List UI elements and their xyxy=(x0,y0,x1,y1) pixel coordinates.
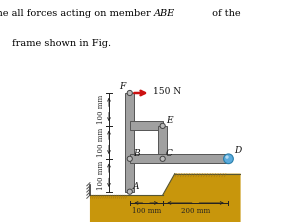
Text: ABE: ABE xyxy=(154,9,175,18)
Text: of the: of the xyxy=(209,9,241,18)
Text: 100 mm: 100 mm xyxy=(132,207,161,215)
Text: F: F xyxy=(119,82,125,91)
Circle shape xyxy=(127,90,132,96)
Circle shape xyxy=(160,156,165,161)
Text: A: A xyxy=(133,182,140,191)
Circle shape xyxy=(224,154,233,164)
Text: 150 N: 150 N xyxy=(153,87,181,96)
Circle shape xyxy=(127,156,132,161)
Text: E: E xyxy=(166,116,172,125)
Text: 100 mm: 100 mm xyxy=(97,95,105,124)
Polygon shape xyxy=(130,154,229,163)
Circle shape xyxy=(225,155,229,159)
Text: 100 mm: 100 mm xyxy=(97,161,105,190)
Polygon shape xyxy=(125,93,134,192)
Text: C: C xyxy=(166,149,173,158)
Text: Determine all forces acting on member: Determine all forces acting on member xyxy=(0,9,154,18)
Text: 100 mm: 100 mm xyxy=(97,128,105,157)
Text: 200 mm: 200 mm xyxy=(181,207,210,215)
Text: B: B xyxy=(133,149,140,158)
Polygon shape xyxy=(90,174,241,222)
Circle shape xyxy=(127,189,132,194)
Text: D: D xyxy=(234,146,241,155)
Text: frame shown in Fig.: frame shown in Fig. xyxy=(12,39,111,48)
Polygon shape xyxy=(158,126,167,159)
Circle shape xyxy=(160,123,165,129)
Polygon shape xyxy=(130,121,163,130)
